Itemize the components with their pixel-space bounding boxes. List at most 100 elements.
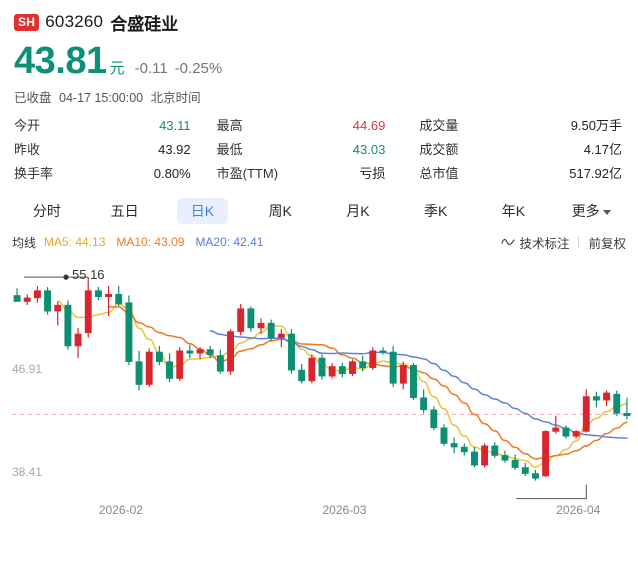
high-annotation-dot [63, 274, 69, 280]
candle-body [379, 350, 387, 353]
market-status-timezone: 北京时间 [150, 91, 201, 105]
tab-分时[interactable]: 分时 [32, 203, 61, 219]
candle-body [23, 297, 31, 302]
candle [521, 462, 529, 476]
tab-日K[interactable]: 日K [176, 198, 229, 224]
candle-body [491, 445, 499, 456]
tab-周K[interactable]: 周K [268, 203, 292, 219]
stat-value: 4.17亿 [583, 142, 622, 157]
candle-body [267, 322, 275, 338]
stat-value: 9.50万手 [570, 118, 622, 133]
candle [94, 287, 102, 301]
tab-slot: 分时 [8, 198, 86, 224]
tab-more-button[interactable]: 更多 [552, 201, 630, 221]
candle [155, 346, 163, 366]
candle-body [603, 392, 611, 401]
tab-年K[interactable]: 年K [501, 203, 526, 219]
candle [582, 389, 590, 433]
candle-body [562, 427, 570, 437]
x-axis-tick-label: 2026-04 [556, 503, 601, 517]
candle [277, 329, 285, 348]
candle [338, 362, 346, 378]
candle-body [84, 290, 92, 334]
candle-body [277, 333, 285, 338]
candle-body [44, 290, 52, 312]
candle [84, 279, 92, 338]
price-block: 43.81 元 -0.11 -0.25% [0, 34, 638, 82]
candle [359, 355, 367, 372]
candle-body [511, 459, 519, 468]
candle [247, 306, 255, 332]
symbol-name: 合盛硅业 [110, 14, 179, 34]
ma-legend-title: 均线 [12, 235, 37, 250]
candle-body [552, 427, 560, 432]
stat-value: 44.69 [352, 118, 386, 133]
low-annotation-leader [516, 484, 587, 500]
candle [288, 329, 295, 374]
candle [237, 303, 245, 336]
tab-slot: 日K [164, 198, 242, 224]
candle [430, 406, 438, 431]
candle-body [328, 366, 336, 377]
technical-annotation-button[interactable]: 技术标注 [519, 236, 570, 251]
ma-line-ma10 [107, 306, 628, 460]
candle [491, 442, 499, 458]
stat-cell: 总市值 517.92亿 [419, 163, 622, 182]
tab-slot: 季K [397, 198, 475, 224]
candle [267, 319, 275, 342]
candle-body [166, 361, 173, 379]
candle [460, 443, 468, 456]
stat-cell: 最高 44.69 [217, 115, 420, 134]
tab-月K[interactable]: 月K [346, 203, 370, 219]
tab-more-label: 更多 [571, 203, 600, 219]
candle [125, 295, 133, 366]
wave-icon [501, 237, 516, 247]
tab-五日[interactable]: 五日 [110, 203, 139, 219]
candle [542, 430, 550, 478]
stat-label: 市盈(TTM) [216, 166, 279, 181]
tab-slot: 五日 [86, 198, 164, 224]
candle [572, 430, 580, 439]
price-change: -0.11 [134, 60, 168, 77]
candle-body [216, 355, 224, 372]
candle-body [105, 293, 113, 297]
candle [420, 389, 428, 414]
candle [369, 347, 377, 371]
stat-label: 最高 [216, 118, 243, 133]
stat-label: 成交额 [419, 142, 459, 157]
candle-body [410, 364, 417, 399]
candle [257, 318, 265, 334]
symbol-code: 603260 [45, 12, 104, 31]
stat-cell: 市盈(TTM) 亏损 [217, 163, 420, 182]
candle-body [450, 443, 458, 448]
tab-季K[interactable]: 季K [423, 203, 448, 219]
candle-body [572, 431, 580, 437]
candle-body [471, 451, 478, 466]
candle-body [64, 304, 72, 347]
candle [64, 300, 72, 350]
candle-body [338, 366, 346, 374]
candle-body [257, 322, 265, 329]
candle-body [542, 431, 550, 477]
candle [562, 425, 570, 439]
ma-line-ma20 [209, 330, 628, 439]
candle [135, 350, 143, 391]
stat-label: 总市值 [419, 166, 459, 181]
ma5-value: MA5: 44.13 [44, 235, 106, 249]
market-status-time: 04-17 15:00:00 [59, 91, 144, 105]
candle-body [227, 331, 234, 372]
candle-body [531, 473, 539, 479]
stat-label: 今开 [14, 118, 41, 133]
adjust-mode-button[interactable]: 前复权 [588, 236, 626, 251]
candle-body [318, 357, 326, 377]
tab-slot: 月K [319, 198, 397, 224]
y-axis-tick-label: 38.41 [12, 464, 43, 479]
stat-cell: 昨收 43.92 [14, 139, 217, 158]
stat-value: 43.03 [352, 142, 386, 157]
stat-label: 最低 [216, 142, 243, 157]
stat-cell: 最低 43.03 [217, 139, 420, 158]
candle-body [349, 361, 356, 374]
candlestick-chart[interactable]: 46.91 38.41 55.16 2026-02 2026-03 2026-04 [0, 255, 638, 545]
stat-label: 昨收 [14, 142, 41, 157]
candlestick-chart-canvas[interactable] [0, 255, 638, 545]
